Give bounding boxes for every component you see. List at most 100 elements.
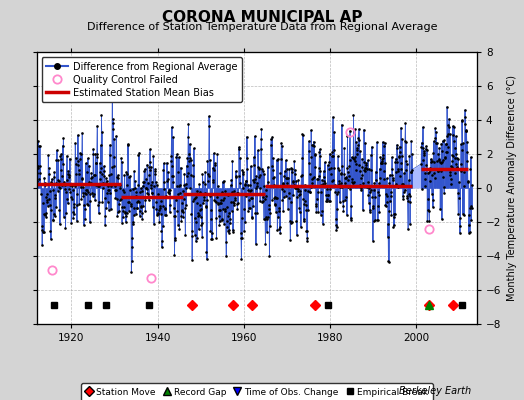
Point xyxy=(380,176,389,182)
Point xyxy=(189,162,198,168)
Point xyxy=(102,205,111,212)
Point xyxy=(442,141,450,148)
Point xyxy=(68,182,77,188)
Point xyxy=(182,162,191,169)
Point xyxy=(143,189,151,196)
Point xyxy=(85,179,93,186)
Point xyxy=(320,174,328,180)
Point xyxy=(261,216,269,222)
Point xyxy=(75,201,83,208)
Point xyxy=(440,190,449,196)
Point xyxy=(275,226,283,232)
Point xyxy=(440,184,448,190)
Point xyxy=(210,167,218,173)
Point xyxy=(390,222,399,228)
Point xyxy=(129,219,138,225)
Point xyxy=(376,154,385,160)
Point xyxy=(216,197,225,203)
Point xyxy=(64,168,72,174)
Point xyxy=(437,140,445,147)
Point xyxy=(292,232,301,238)
Point xyxy=(39,228,47,235)
Point xyxy=(118,214,127,220)
Point xyxy=(407,138,415,144)
Point xyxy=(158,238,167,244)
Point xyxy=(430,158,438,165)
Point xyxy=(224,213,233,219)
Point xyxy=(465,212,473,218)
Point xyxy=(313,175,322,182)
Point xyxy=(356,148,364,154)
Point xyxy=(310,143,318,149)
Point xyxy=(104,187,112,193)
Point xyxy=(334,189,342,195)
Point xyxy=(70,201,79,207)
Point xyxy=(174,222,182,228)
Point xyxy=(335,181,343,188)
Point xyxy=(291,184,299,191)
Point xyxy=(430,138,438,145)
Point xyxy=(305,189,314,196)
Point xyxy=(294,192,303,198)
Point xyxy=(377,160,385,166)
Point xyxy=(80,216,89,222)
Point xyxy=(387,166,396,172)
Point xyxy=(218,188,226,195)
Point xyxy=(428,158,436,164)
Point xyxy=(249,203,257,210)
Point xyxy=(434,151,443,157)
Point xyxy=(321,159,329,166)
Point xyxy=(184,158,193,164)
Point xyxy=(40,175,48,181)
Point xyxy=(36,170,44,177)
Point xyxy=(367,187,376,193)
Point xyxy=(114,174,123,181)
Point xyxy=(282,175,290,181)
Point xyxy=(34,162,42,169)
Point xyxy=(350,179,358,185)
Point xyxy=(452,161,460,167)
Point xyxy=(195,181,203,188)
Point xyxy=(432,140,441,147)
Point xyxy=(352,167,360,173)
Point xyxy=(39,200,47,206)
Point xyxy=(280,173,289,180)
Point xyxy=(398,181,407,187)
Point xyxy=(178,207,186,214)
Point xyxy=(287,220,295,226)
Point xyxy=(274,183,282,190)
Point xyxy=(331,216,340,222)
Point xyxy=(57,156,66,163)
Point xyxy=(403,194,412,201)
Point xyxy=(111,195,119,201)
Point xyxy=(94,210,103,216)
Point xyxy=(187,211,195,218)
Point xyxy=(298,172,306,178)
Point xyxy=(124,199,133,206)
Point xyxy=(307,127,315,133)
Point xyxy=(65,172,73,178)
Point xyxy=(110,154,118,161)
Point xyxy=(160,186,169,192)
Point xyxy=(66,182,74,189)
Point xyxy=(46,188,54,194)
Point xyxy=(214,207,223,214)
Point xyxy=(308,176,316,182)
Point xyxy=(59,213,68,220)
Point xyxy=(450,170,458,176)
Point xyxy=(95,183,103,189)
Point xyxy=(191,194,200,200)
Point xyxy=(320,178,329,184)
Point xyxy=(353,146,361,153)
Point xyxy=(344,177,353,184)
Point xyxy=(276,230,285,236)
Point xyxy=(127,200,135,207)
Point xyxy=(387,188,395,195)
Point xyxy=(193,188,202,194)
Point xyxy=(42,190,51,197)
Point xyxy=(383,193,391,200)
Point xyxy=(133,198,141,205)
Point xyxy=(377,160,385,166)
Point xyxy=(247,214,256,221)
Point xyxy=(281,168,289,174)
